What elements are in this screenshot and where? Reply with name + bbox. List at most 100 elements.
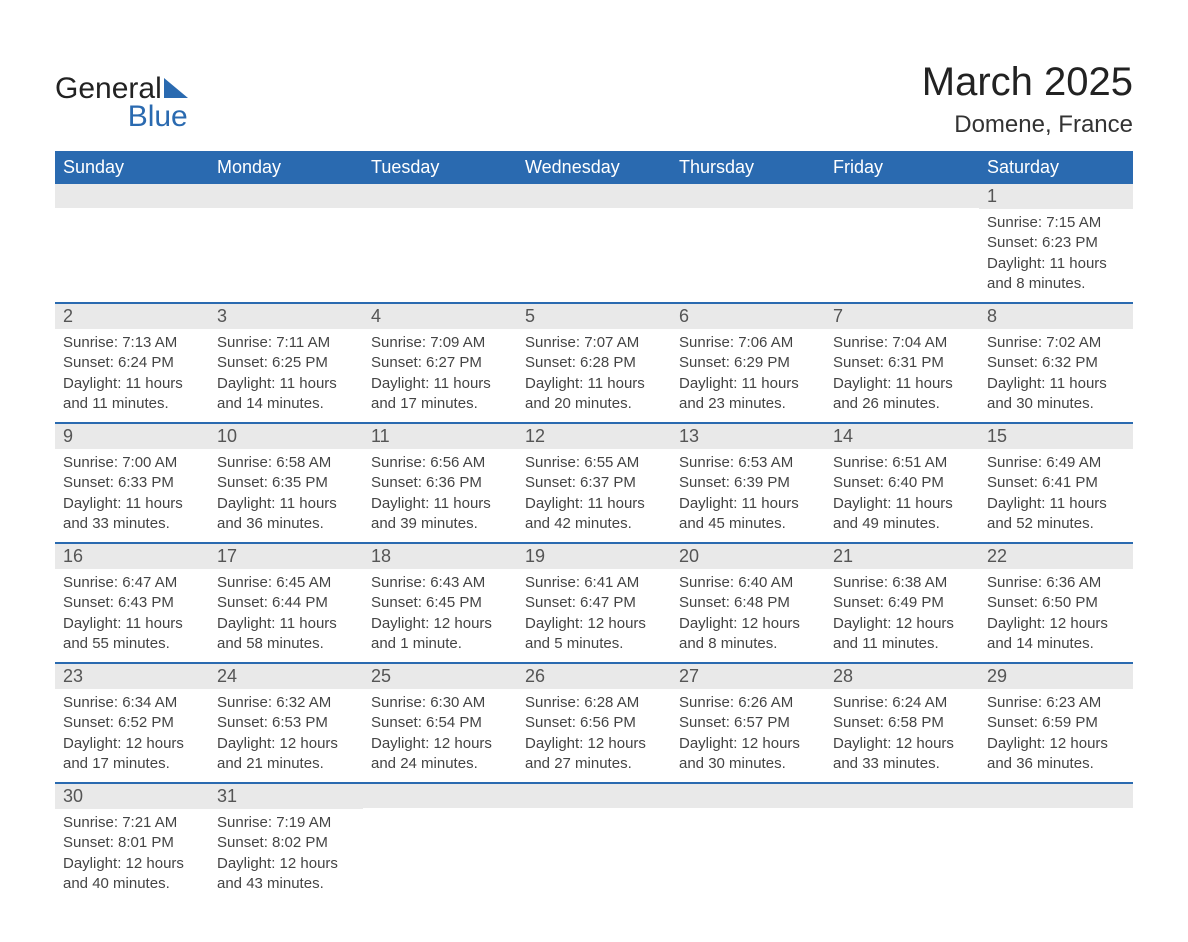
weekday-header: Sunday bbox=[55, 151, 209, 184]
day-number bbox=[517, 784, 671, 808]
daylight-text: Daylight: 12 hours and 33 minutes. bbox=[833, 734, 971, 775]
calendar-day-cell bbox=[671, 184, 825, 303]
daylight-text: Daylight: 12 hours and 27 minutes. bbox=[525, 734, 663, 775]
sunrise-text: Sunrise: 7:11 AM bbox=[217, 333, 355, 353]
day-info bbox=[671, 808, 825, 892]
sunset-text: Sunset: 6:52 PM bbox=[63, 713, 201, 733]
daylight-text: Daylight: 12 hours and 40 minutes. bbox=[63, 854, 201, 895]
daylight-text: Daylight: 11 hours and 26 minutes. bbox=[833, 374, 971, 415]
sunrise-text: Sunrise: 7:07 AM bbox=[525, 333, 663, 353]
daylight-text: Daylight: 11 hours and 23 minutes. bbox=[679, 374, 817, 415]
sunset-text: Sunset: 6:27 PM bbox=[371, 353, 509, 373]
sunrise-text: Sunrise: 7:09 AM bbox=[371, 333, 509, 353]
day-info: Sunrise: 7:21 AMSunset: 8:01 PMDaylight:… bbox=[55, 809, 209, 902]
sunrise-text: Sunrise: 6:38 AM bbox=[833, 573, 971, 593]
day-info: Sunrise: 6:49 AMSunset: 6:41 PMDaylight:… bbox=[979, 449, 1133, 542]
sunset-text: Sunset: 6:54 PM bbox=[371, 713, 509, 733]
day-number: 24 bbox=[209, 664, 363, 689]
day-info: Sunrise: 6:38 AMSunset: 6:49 PMDaylight:… bbox=[825, 569, 979, 662]
calendar-day-cell: 14Sunrise: 6:51 AMSunset: 6:40 PMDayligh… bbox=[825, 423, 979, 543]
daylight-text: Daylight: 11 hours and 49 minutes. bbox=[833, 494, 971, 535]
daylight-text: Daylight: 12 hours and 5 minutes. bbox=[525, 614, 663, 655]
calendar-day-cell: 9Sunrise: 7:00 AMSunset: 6:33 PMDaylight… bbox=[55, 423, 209, 543]
sunrise-text: Sunrise: 6:24 AM bbox=[833, 693, 971, 713]
sunset-text: Sunset: 6:56 PM bbox=[525, 713, 663, 733]
daylight-text: Daylight: 11 hours and 55 minutes. bbox=[63, 614, 201, 655]
day-info: Sunrise: 6:55 AMSunset: 6:37 PMDaylight:… bbox=[517, 449, 671, 542]
daylight-text: Daylight: 11 hours and 39 minutes. bbox=[371, 494, 509, 535]
day-number: 10 bbox=[209, 424, 363, 449]
day-number: 4 bbox=[363, 304, 517, 329]
day-info bbox=[209, 208, 363, 292]
day-number: 23 bbox=[55, 664, 209, 689]
daylight-text: Daylight: 12 hours and 43 minutes. bbox=[217, 854, 355, 895]
sunset-text: Sunset: 8:02 PM bbox=[217, 833, 355, 853]
daylight-text: Daylight: 11 hours and 30 minutes. bbox=[987, 374, 1125, 415]
sunset-text: Sunset: 6:58 PM bbox=[833, 713, 971, 733]
daylight-text: Daylight: 11 hours and 11 minutes. bbox=[63, 374, 201, 415]
sunset-text: Sunset: 6:53 PM bbox=[217, 713, 355, 733]
sunset-text: Sunset: 6:29 PM bbox=[679, 353, 817, 373]
day-number bbox=[671, 184, 825, 208]
weekday-header: Tuesday bbox=[363, 151, 517, 184]
weekday-header: Friday bbox=[825, 151, 979, 184]
daylight-text: Daylight: 11 hours and 14 minutes. bbox=[217, 374, 355, 415]
day-info bbox=[363, 208, 517, 292]
daylight-text: Daylight: 11 hours and 45 minutes. bbox=[679, 494, 817, 535]
day-number: 26 bbox=[517, 664, 671, 689]
sunrise-text: Sunrise: 7:13 AM bbox=[63, 333, 201, 353]
day-number: 29 bbox=[979, 664, 1133, 689]
daylight-text: Daylight: 12 hours and 21 minutes. bbox=[217, 734, 355, 775]
calendar-day-cell bbox=[671, 783, 825, 902]
day-number: 8 bbox=[979, 304, 1133, 329]
day-info bbox=[55, 208, 209, 292]
calendar-day-cell: 4Sunrise: 7:09 AMSunset: 6:27 PMDaylight… bbox=[363, 303, 517, 423]
sunset-text: Sunset: 6:36 PM bbox=[371, 473, 509, 493]
sunrise-text: Sunrise: 6:23 AM bbox=[987, 693, 1125, 713]
sunrise-text: Sunrise: 6:34 AM bbox=[63, 693, 201, 713]
sunrise-text: Sunrise: 6:32 AM bbox=[217, 693, 355, 713]
calendar-day-cell: 7Sunrise: 7:04 AMSunset: 6:31 PMDaylight… bbox=[825, 303, 979, 423]
sunset-text: Sunset: 6:43 PM bbox=[63, 593, 201, 613]
day-info: Sunrise: 7:07 AMSunset: 6:28 PMDaylight:… bbox=[517, 329, 671, 422]
sunset-text: Sunset: 6:44 PM bbox=[217, 593, 355, 613]
day-number: 7 bbox=[825, 304, 979, 329]
day-number: 18 bbox=[363, 544, 517, 569]
sunset-text: Sunset: 6:37 PM bbox=[525, 473, 663, 493]
title-block: March 2025 Domene, France bbox=[922, 60, 1133, 139]
day-number: 12 bbox=[517, 424, 671, 449]
calendar-day-cell: 13Sunrise: 6:53 AMSunset: 6:39 PMDayligh… bbox=[671, 423, 825, 543]
calendar-week-row: 30Sunrise: 7:21 AMSunset: 8:01 PMDayligh… bbox=[55, 783, 1133, 902]
weekday-header: Saturday bbox=[979, 151, 1133, 184]
logo: General Blue bbox=[55, 74, 188, 132]
sunrise-text: Sunrise: 6:36 AM bbox=[987, 573, 1125, 593]
sunrise-text: Sunrise: 7:00 AM bbox=[63, 453, 201, 473]
calendar-day-cell: 20Sunrise: 6:40 AMSunset: 6:48 PMDayligh… bbox=[671, 543, 825, 663]
logo-text: General Blue bbox=[55, 74, 188, 132]
sunrise-text: Sunrise: 6:49 AM bbox=[987, 453, 1125, 473]
calendar-day-cell bbox=[825, 184, 979, 303]
calendar-day-cell: 16Sunrise: 6:47 AMSunset: 6:43 PMDayligh… bbox=[55, 543, 209, 663]
daylight-text: Daylight: 12 hours and 30 minutes. bbox=[679, 734, 817, 775]
sunset-text: Sunset: 6:41 PM bbox=[987, 473, 1125, 493]
sunset-text: Sunset: 6:57 PM bbox=[679, 713, 817, 733]
calendar-head: Sunday Monday Tuesday Wednesday Thursday… bbox=[55, 151, 1133, 184]
logo-triangle-icon bbox=[164, 78, 188, 98]
daylight-text: Daylight: 11 hours and 8 minutes. bbox=[987, 254, 1125, 295]
calendar-day-cell bbox=[517, 783, 671, 902]
calendar-week-row: 9Sunrise: 7:00 AMSunset: 6:33 PMDaylight… bbox=[55, 423, 1133, 543]
day-number: 15 bbox=[979, 424, 1133, 449]
daylight-text: Daylight: 12 hours and 8 minutes. bbox=[679, 614, 817, 655]
page-header: General Blue March 2025 Domene, France bbox=[55, 60, 1133, 139]
day-info bbox=[825, 208, 979, 292]
sunset-text: Sunset: 6:28 PM bbox=[525, 353, 663, 373]
daylight-text: Daylight: 11 hours and 20 minutes. bbox=[525, 374, 663, 415]
sunrise-text: Sunrise: 6:58 AM bbox=[217, 453, 355, 473]
day-info: Sunrise: 7:19 AMSunset: 8:02 PMDaylight:… bbox=[209, 809, 363, 902]
sunrise-text: Sunrise: 6:45 AM bbox=[217, 573, 355, 593]
day-number bbox=[363, 184, 517, 208]
day-number: 25 bbox=[363, 664, 517, 689]
sunset-text: Sunset: 6:47 PM bbox=[525, 593, 663, 613]
day-number: 11 bbox=[363, 424, 517, 449]
sunset-text: Sunset: 8:01 PM bbox=[63, 833, 201, 853]
